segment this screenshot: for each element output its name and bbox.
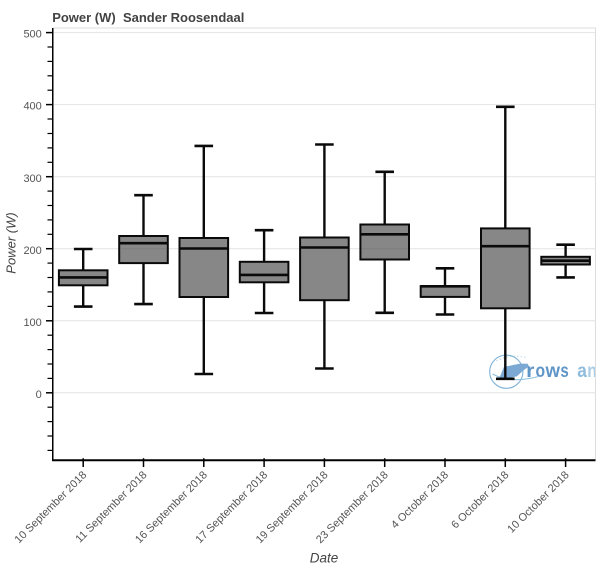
- svg-text:Power (W) Sander Roosendaal: Power (W) Sander Roosendaal: [52, 10, 244, 25]
- svg-text:r: r: [526, 361, 535, 382]
- svg-text:n: n: [587, 361, 597, 382]
- svg-text:s: s: [560, 361, 568, 382]
- svg-text:Power (W): Power (W): [4, 212, 19, 273]
- svg-text:200: 200: [23, 245, 41, 257]
- svg-text:w: w: [545, 361, 561, 382]
- svg-text:100: 100: [23, 317, 41, 329]
- svg-text:0: 0: [36, 389, 42, 401]
- svg-text:Date: Date: [310, 551, 339, 566]
- svg-text:500: 500: [23, 29, 41, 41]
- svg-text:o: o: [536, 361, 546, 382]
- svg-text:300: 300: [23, 173, 41, 185]
- svg-text:a: a: [577, 361, 587, 382]
- svg-text:400: 400: [23, 101, 41, 113]
